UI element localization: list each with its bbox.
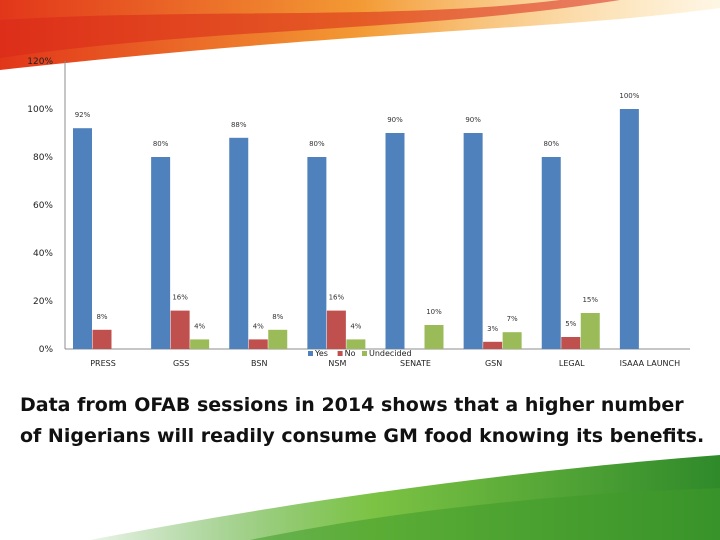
bar-no [326, 310, 346, 349]
bar-undecided [346, 339, 366, 349]
x-tick-label: SENATE [400, 359, 431, 368]
bar-yes [463, 133, 483, 349]
bar-yes [307, 157, 327, 349]
data-label: 10% [426, 308, 442, 316]
y-tick-label: 80% [33, 153, 53, 163]
y-tick-label: 60% [33, 201, 53, 211]
data-label: 3% [487, 325, 498, 333]
data-label: 8% [272, 313, 283, 321]
bar-chart: 0% 20% 40% 60% 80% 100% 120% 92% 8% 80% 16% 4% 88% 4… [27, 57, 690, 368]
bar-no [483, 341, 503, 349]
x-tick-label: ISAAA LAUNCH [620, 359, 681, 368]
data-label: 90% [465, 116, 481, 124]
bar-undecided [580, 313, 600, 349]
bar-yes [229, 137, 249, 349]
bar-yes [385, 133, 405, 349]
bar-group: 92% 8% 80% 16% 4% 88% 4% 8% 80% 16% 4% 90% 10% 90% 3% 7… [73, 92, 640, 349]
y-tick-label: 120% [27, 57, 53, 67]
legend-swatch-no [337, 351, 343, 356]
y-tick-label: 100% [27, 105, 53, 115]
legend: Yes No Undecided [308, 349, 412, 358]
legend-swatch-yes [308, 351, 313, 356]
x-tick-label: GSS [173, 359, 189, 368]
data-label: 7% [507, 315, 518, 323]
x-axis-labels: PRESS GSS BSN NSM SENATE GSN LEGAL ISAAA LAUNCH [90, 359, 680, 368]
data-label: 16% [329, 294, 345, 302]
x-tick-label: PRESS [90, 359, 116, 368]
green-swoosh-decoration [90, 455, 720, 540]
x-tick-label: NSM [328, 359, 346, 368]
y-tick-label: 0% [39, 345, 54, 355]
bar-no [248, 339, 268, 349]
data-label: 90% [387, 116, 403, 124]
data-label: 80% [309, 140, 325, 148]
data-label: 8% [96, 313, 107, 321]
legend-label: Undecided [369, 349, 412, 358]
bar-undecided [424, 325, 444, 349]
x-tick-label: BSN [251, 359, 267, 368]
data-label: 88% [231, 121, 247, 129]
legend-swatch-undecided [362, 351, 367, 356]
data-label: 92% [75, 111, 91, 119]
x-tick-label: GSN [485, 359, 502, 368]
x-tick-label: LEGAL [559, 359, 585, 368]
data-label: 4% [350, 322, 361, 330]
data-label: 15% [582, 296, 598, 304]
legend-label: Yes [314, 349, 328, 358]
caption-text: Data from OFAB sessions in 2014 shows th… [20, 394, 705, 447]
bar-undecided [190, 339, 210, 349]
bar-no [170, 310, 190, 349]
y-tick-label: 20% [33, 297, 53, 307]
data-label: 80% [153, 140, 169, 148]
data-label: 80% [543, 140, 559, 148]
bar-yes [541, 157, 561, 349]
data-label: 100% [619, 92, 639, 100]
y-tick-label: 40% [33, 249, 53, 259]
bar-no [561, 337, 581, 349]
bar-yes [73, 128, 92, 349]
data-label: 16% [172, 294, 188, 302]
data-label: 4% [253, 322, 264, 330]
data-label: 4% [194, 322, 205, 330]
y-axis: 0% 20% 40% 60% 80% 100% 120% [27, 57, 690, 355]
bar-yes [151, 157, 171, 349]
bar-no [92, 329, 112, 349]
bar-yes [619, 109, 639, 349]
bar-undecided [502, 332, 522, 349]
legend-label: No [345, 349, 356, 358]
data-label: 5% [565, 320, 576, 328]
bar-undecided [268, 329, 288, 349]
orange-swoosh-decoration [0, 0, 720, 70]
